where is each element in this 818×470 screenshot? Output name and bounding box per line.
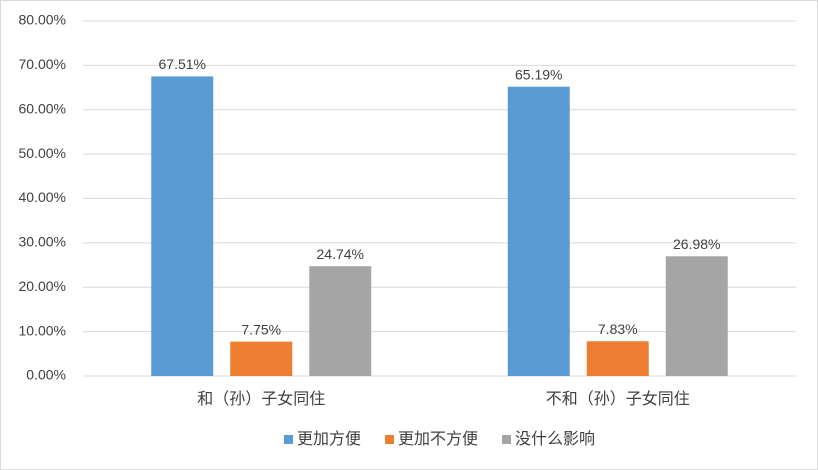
bar <box>309 266 372 376</box>
value-label: 26.98% <box>673 236 720 252</box>
y-tick-label: 10.00% <box>19 322 66 338</box>
bar <box>665 256 728 376</box>
legend-swatch <box>283 435 293 444</box>
bar <box>151 76 214 376</box>
value-label: 24.74% <box>317 246 364 262</box>
y-tick-label: 60.00% <box>19 100 66 116</box>
y-tick-label: 70.00% <box>19 56 66 72</box>
y-tick-label: 50.00% <box>19 145 66 161</box>
value-label: 7.83% <box>598 321 638 337</box>
bar <box>230 341 293 376</box>
value-label: 65.19% <box>515 66 562 82</box>
y-tick-label: 0.00% <box>26 367 66 383</box>
y-tick-label: 80.00% <box>19 12 66 28</box>
legend-label: 更加方便 <box>297 430 361 448</box>
legend-swatch <box>384 435 394 444</box>
value-label: 7.75% <box>241 321 281 337</box>
y-tick-label: 40.00% <box>19 189 66 205</box>
legend-label: 没什么影响 <box>515 430 595 448</box>
x-tick-label: 不和（孙）子女同住 <box>546 389 690 408</box>
bar <box>586 341 649 376</box>
y-tick-label: 30.00% <box>19 234 66 250</box>
legend-label: 更加不方便 <box>398 430 478 448</box>
y-tick-label: 20.00% <box>19 278 66 294</box>
value-label: 67.51% <box>159 56 206 72</box>
legend-swatch <box>502 435 512 444</box>
x-tick-label: 和（孙）子女同住 <box>197 389 325 408</box>
bar <box>507 86 570 377</box>
